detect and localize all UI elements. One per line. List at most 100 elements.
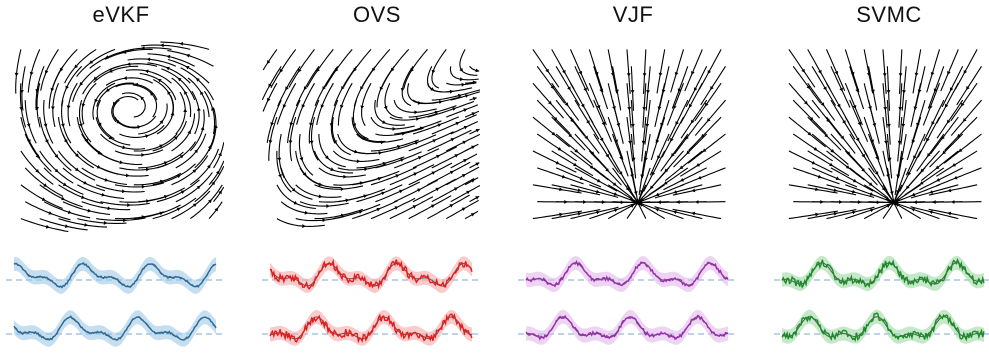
streamline: [431, 89, 480, 101]
arrowhead: [852, 105, 857, 109]
streamline: [370, 139, 419, 152]
arrowhead: [277, 157, 282, 162]
streamline: [674, 116, 703, 155]
streamline: [928, 208, 978, 220]
streamline: [138, 187, 186, 203]
arrowhead: [902, 89, 906, 94]
streamline: [167, 58, 210, 84]
arrowhead: [66, 105, 71, 110]
arrowhead: [952, 163, 957, 167]
streamline: [886, 66, 891, 111]
arrowhead: [27, 139, 31, 144]
streamline: [121, 92, 146, 118]
streamline: [60, 65, 83, 107]
streamline: [95, 150, 143, 166]
streamline: [660, 133, 689, 172]
streamline: [133, 204, 181, 220]
streamline: [464, 143, 479, 152]
streamline: [39, 184, 83, 208]
arrowhead: [431, 69, 436, 74]
streamline: [189, 184, 223, 220]
arrowhead: [917, 89, 922, 94]
arrowhead: [179, 154, 184, 159]
arrowhead: [48, 211, 53, 215]
streamline: [295, 150, 323, 186]
arrowhead: [459, 77, 464, 82]
streamline: [630, 66, 635, 111]
streamline: [408, 131, 454, 152]
streamline: [908, 150, 940, 187]
arrowhead: [612, 182, 617, 186]
arrowhead: [475, 68, 480, 73]
arrowhead: [452, 107, 457, 111]
streamline: [316, 82, 334, 126]
arrowhead: [291, 187, 296, 192]
arrowhead: [658, 72, 663, 77]
phase-portrait: [788, 49, 982, 220]
streamline: [61, 100, 72, 144]
arrowhead: [180, 190, 185, 194]
arrowhead: [852, 178, 857, 183]
arrowhead: [218, 152, 222, 157]
streamline: [551, 150, 594, 177]
arrowhead: [340, 104, 344, 109]
streamline: [394, 148, 440, 169]
arrowhead: [398, 189, 403, 194]
arrowhead: [288, 140, 293, 145]
arrowhead: [886, 204, 891, 208]
arrowhead: [707, 70, 712, 75]
arrowhead: [410, 68, 414, 73]
arrowhead: [144, 69, 149, 74]
streamline: [935, 167, 982, 187]
arrowhead: [322, 218, 326, 223]
arrowhead: [655, 207, 660, 212]
streamline: [268, 116, 278, 161]
streamline: [76, 150, 119, 175]
arrowhead: [81, 195, 85, 199]
arrowhead: [584, 135, 589, 140]
streamline: [900, 100, 907, 145]
arrowhead: [594, 71, 599, 76]
streamline: [208, 160, 224, 186]
arrowhead: [358, 210, 363, 214]
arrowhead: [551, 131, 556, 136]
arrowhead: [196, 107, 201, 111]
arrowhead: [562, 69, 566, 74]
streamline: [844, 150, 878, 186]
streamline: [389, 196, 434, 220]
arrowhead: [701, 133, 705, 138]
streamline: [811, 66, 837, 106]
streamline: [943, 133, 982, 164]
arrowhead: [898, 106, 903, 111]
streamline: [643, 150, 666, 192]
inferred-mean-line: [13, 315, 217, 341]
arrowhead: [929, 105, 933, 110]
arrowhead: [815, 212, 819, 217]
arrowhead: [392, 126, 397, 131]
arrowhead: [379, 86, 384, 91]
streamline: [536, 133, 578, 162]
streamline: [551, 116, 586, 151]
arrowhead: [577, 188, 582, 193]
arrowhead: [173, 136, 178, 140]
phase-portrait: [532, 49, 726, 220]
arrowhead: [14, 72, 19, 77]
arrowhead: [646, 89, 650, 94]
streamline: [427, 194, 470, 220]
arrowhead: [449, 170, 454, 175]
arrowhead: [395, 174, 400, 178]
arrowhead: [159, 120, 164, 124]
streamline: [213, 186, 224, 203]
streamline: [930, 116, 959, 155]
streamline: [940, 49, 959, 92]
arrowhead: [641, 140, 646, 145]
arrowhead: [630, 204, 635, 208]
arrowhead: [686, 150, 691, 155]
streamline: [645, 66, 651, 111]
arrowhead: [145, 167, 150, 172]
arrowhead: [309, 122, 313, 127]
arrowhead: [475, 128, 480, 133]
streamline: [941, 66, 964, 108]
streamline: [641, 133, 651, 179]
arrowhead: [461, 207, 466, 212]
